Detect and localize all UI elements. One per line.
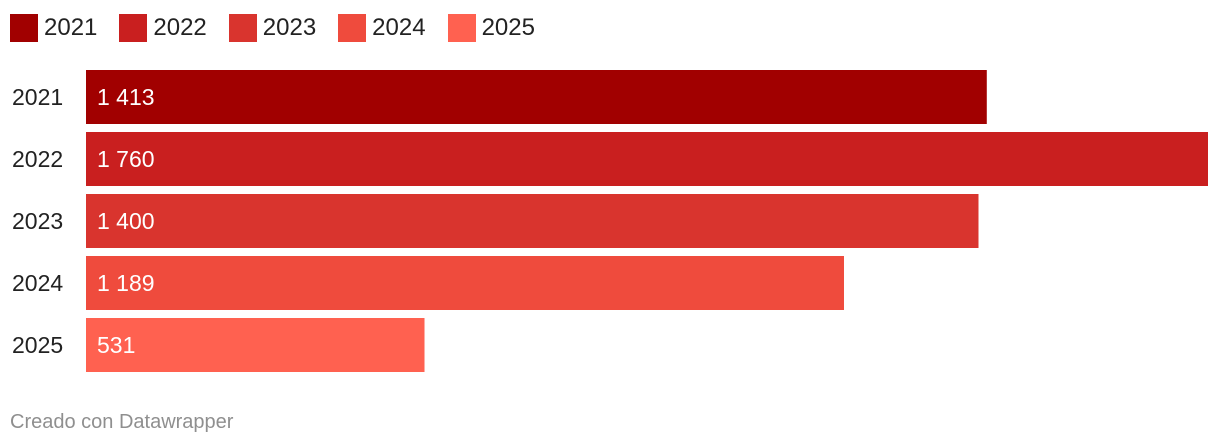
category-label: 2025 — [12, 332, 63, 358]
bar-2023 — [86, 194, 979, 248]
legend-swatch — [10, 14, 38, 42]
legend-swatch — [119, 14, 148, 42]
chart-legend: 2021 2022 2023 2024 2025 — [10, 14, 557, 42]
legend-swatch — [338, 14, 367, 42]
value-label: 1 400 — [97, 208, 155, 234]
legend-swatch — [447, 14, 476, 42]
footer-credit: Creado con Datawrapper — [10, 411, 234, 433]
category-label: 2023 — [12, 208, 63, 234]
legend-swatch — [228, 14, 257, 42]
legend-item-2025: 2025 — [447, 14, 535, 42]
category-label: 2022 — [12, 146, 63, 172]
legend-label: 2021 — [44, 14, 98, 41]
bar-2025 — [86, 318, 425, 372]
legend-label: 2023 — [262, 14, 317, 41]
legend-item-2021: 2021 — [10, 14, 97, 42]
category-label: 2024 — [12, 270, 63, 296]
legend-label: 2025 — [481, 14, 535, 41]
legend-item-2023: 2023 — [228, 14, 317, 42]
value-label: 1 413 — [97, 84, 155, 110]
bar-chart: 2021 1 413 2022 1 760 2023 1 400 2024 1 189 2025… — [12, 70, 1208, 372]
legend-label: 2022 — [153, 14, 207, 41]
bar-2022 — [86, 132, 1208, 186]
legend-label: 2024 — [372, 14, 426, 41]
legend-item-2022: 2022 — [119, 14, 207, 42]
legend-item-2024: 2024 — [338, 14, 426, 42]
value-label: 1 189 — [97, 270, 155, 296]
value-label: 1 760 — [97, 146, 155, 172]
value-label: 531 — [97, 332, 135, 358]
bar-2021 — [86, 70, 987, 124]
bar-2024 — [86, 256, 844, 310]
category-label: 2021 — [12, 84, 63, 110]
